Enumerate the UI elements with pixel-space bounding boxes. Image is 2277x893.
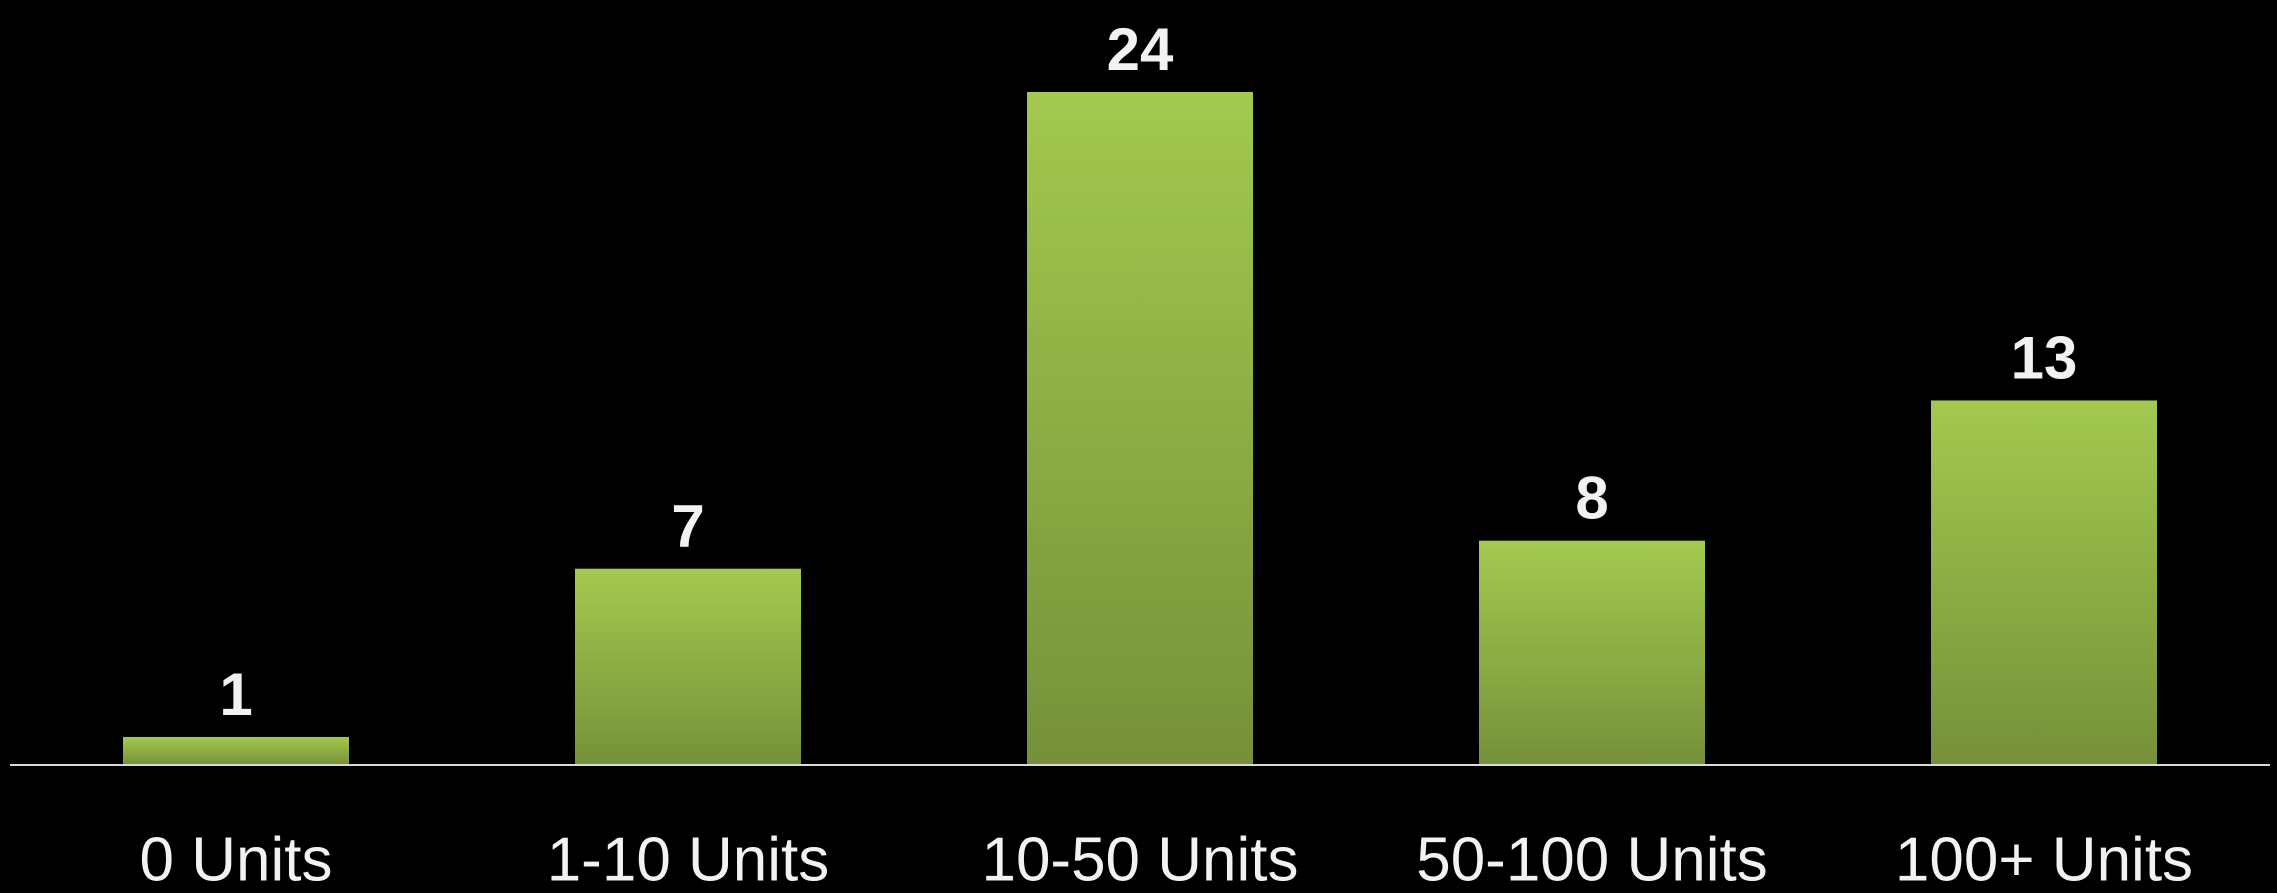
x-tick-label: 100+ Units — [1895, 825, 2193, 893]
bar — [575, 568, 801, 765]
bar — [123, 736, 349, 765]
data-label: 13 — [2011, 324, 2078, 391]
data-label: 1 — [219, 661, 252, 728]
x-tick-label: 10-50 Units — [981, 825, 1298, 893]
bar — [1479, 540, 1705, 765]
bar — [1931, 400, 2157, 765]
x-tick-label: 50-100 Units — [1416, 825, 1768, 893]
x-tick-label: 0 Units — [140, 825, 333, 893]
bar — [1027, 92, 1253, 765]
data-label: 8 — [1575, 465, 1608, 532]
data-label: 24 — [1107, 16, 1174, 83]
data-label: 7 — [671, 493, 704, 560]
x-tick-label: 1-10 Units — [547, 825, 830, 893]
